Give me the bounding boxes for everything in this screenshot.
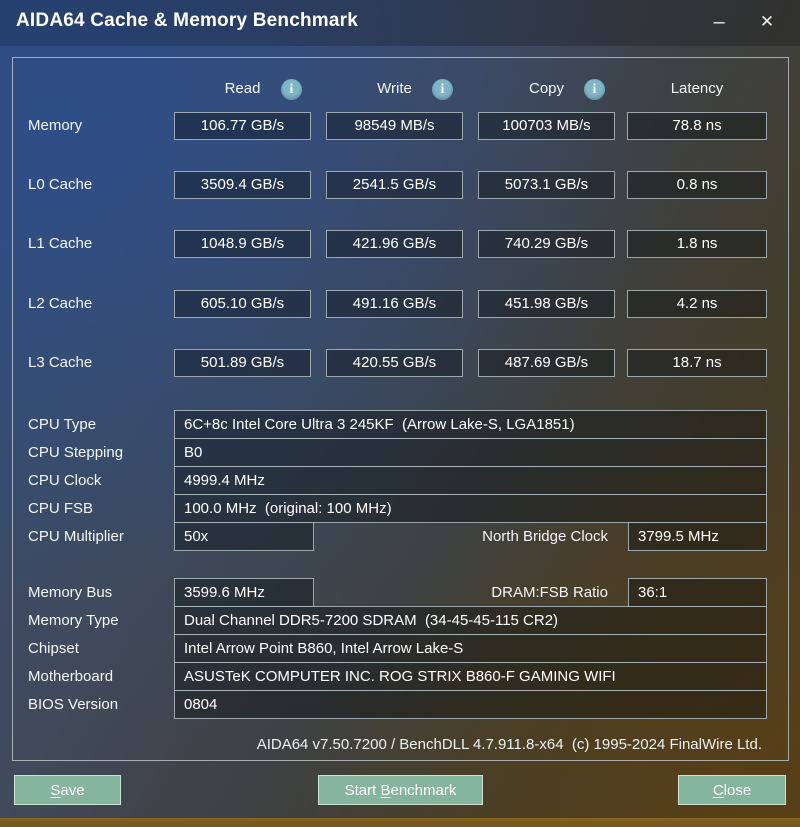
l0-write-value: 2541.5 GB/s: [326, 171, 463, 199]
cpu-multiplier-value: 50x: [174, 522, 314, 551]
l0-read-value: 3509.4 GB/s: [174, 171, 311, 199]
label-bios-version: BIOS Version: [28, 696, 119, 713]
info-icon[interactable]: i: [432, 79, 453, 100]
label-motherboard: Motherboard: [28, 668, 114, 685]
bios-version-value: 0804: [174, 690, 767, 719]
row-label-l1-cache: L1 Cache: [28, 235, 93, 252]
l1-write-value: 421.96 GB/s: [326, 230, 463, 258]
minimize-button[interactable]: –: [696, 4, 742, 40]
label-cpu-type: CPU Type: [28, 416, 97, 433]
motherboard-value: ASUSTeK COMPUTER INC. ROG STRIX B860-F G…: [174, 662, 767, 691]
version-copyright-text: AIDA64 v7.50.7200 / BenchDLL 4.7.911.8-x…: [256, 736, 762, 753]
label-dram-fsb-ratio: DRAM:FSB Ratio: [491, 584, 608, 601]
label-cpu-clock: CPU Clock: [28, 472, 102, 489]
l1-read-value: 1048.9 GB/s: [174, 230, 311, 258]
dram-fsb-ratio-value: 36:1: [628, 578, 767, 607]
memory-bus-value: 3599.6 MHz: [174, 578, 314, 607]
l2-write-value: 491.16 GB/s: [326, 290, 463, 318]
memory-write-value: 98549 MB/s: [326, 112, 463, 140]
label-chipset: Chipset: [28, 640, 79, 657]
bottom-strip: [0, 818, 800, 827]
row-label-l0-cache: L0 Cache: [28, 176, 93, 193]
l2-latency-value: 4.2 ns: [627, 290, 767, 318]
l1-latency-value: 1.8 ns: [627, 230, 767, 258]
memory-latency-value: 78.8 ns: [627, 112, 767, 140]
north-bridge-clock-value: 3799.5 MHz: [628, 522, 767, 551]
cpu-type-value: 6C+8c Intel Core Ultra 3 245KF (Arrow La…: [174, 410, 767, 439]
memory-copy-value: 100703 MB/s: [478, 112, 615, 140]
l3-write-value: 420.55 GB/s: [326, 349, 463, 377]
column-header-latency: Latency: [670, 80, 724, 97]
label-memory-type: Memory Type: [28, 612, 119, 629]
cpu-clock-value: 4999.4 MHz: [174, 466, 767, 495]
label-north-bridge-clock: North Bridge Clock: [482, 528, 608, 545]
l3-copy-value: 487.69 GB/s: [478, 349, 615, 377]
row-label-memory: Memory: [28, 117, 83, 134]
info-icon[interactable]: i: [281, 79, 302, 100]
row-label-l3-cache: L3 Cache: [28, 354, 93, 371]
memory-read-value: 106.77 GB/s: [174, 112, 311, 140]
l1-copy-value: 740.29 GB/s: [478, 230, 615, 258]
l2-read-value: 605.10 GB/s: [174, 290, 311, 318]
l3-read-value: 501.89 GB/s: [174, 349, 311, 377]
l2-copy-value: 451.98 GB/s: [478, 290, 615, 318]
label-cpu-multiplier: CPU Multiplier: [28, 528, 124, 545]
cpu-fsb-value: 100.0 MHz (original: 100 MHz): [174, 494, 767, 523]
label-memory-bus: Memory Bus: [28, 584, 113, 601]
column-header-read: Read: [224, 80, 261, 97]
l3-latency-value: 18.7 ns: [627, 349, 767, 377]
column-header-write: Write: [377, 80, 412, 97]
memory-type-value: Dual Channel DDR5-7200 SDRAM (34-45-45-1…: [174, 606, 767, 635]
column-header-copy: Copy: [528, 80, 565, 97]
l0-copy-value: 5073.1 GB/s: [478, 171, 615, 199]
l0-latency-value: 0.8 ns: [627, 171, 767, 199]
close-icon: ✕: [759, 12, 775, 31]
info-icon[interactable]: i: [584, 79, 605, 100]
window-title: AIDA64 Cache & Memory Benchmark: [16, 10, 358, 31]
label-cpu-stepping: CPU Stepping: [28, 444, 124, 461]
title-bar: [0, 0, 800, 46]
cpu-stepping-value: B0: [174, 438, 767, 467]
minimize-icon: –: [713, 10, 725, 33]
row-label-l2-cache: L2 Cache: [28, 295, 93, 312]
close-window-button[interactable]: ✕: [744, 4, 790, 40]
chipset-value: Intel Arrow Point B860, Intel Arrow Lake…: [174, 634, 767, 663]
label-cpu-fsb: CPU FSB: [28, 500, 94, 517]
main-panel: [12, 57, 789, 761]
